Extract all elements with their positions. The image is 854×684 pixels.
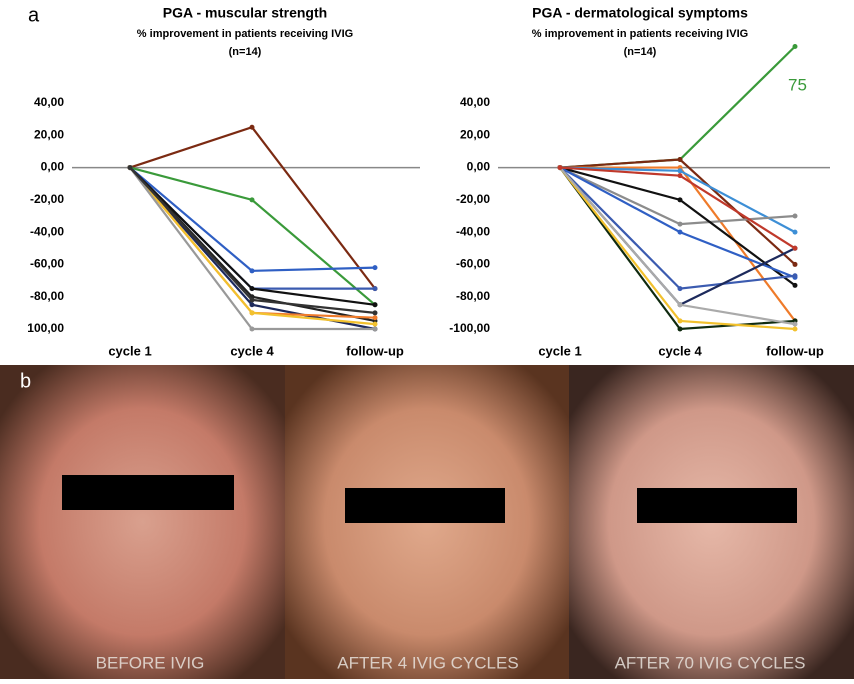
y-tick-label: -40,00 [30, 224, 64, 238]
point [373, 286, 378, 291]
y-tick-label: -80,00 [456, 289, 490, 303]
photos: b BEFORE IVIG AFTER 4 IVIG CYCLES AFTER … [0, 365, 854, 679]
point [678, 327, 683, 332]
x-tick-label: cycle 4 [230, 343, 274, 358]
panel-label: b [20, 370, 31, 392]
photo [0, 365, 285, 679]
y-tick-label: 0,00 [41, 160, 65, 174]
point [373, 310, 378, 315]
photo-caption: AFTER 4 IVIG CYCLES [337, 653, 518, 672]
point [250, 310, 255, 315]
eye-bar [637, 488, 797, 523]
y-tick-label: -40,00 [456, 224, 490, 238]
point [793, 262, 798, 267]
point [373, 302, 378, 307]
point [678, 222, 683, 227]
y-tick-label: -20,00 [456, 192, 490, 206]
point [373, 322, 378, 327]
point [678, 168, 683, 173]
point [250, 327, 255, 332]
y-tick-label: -60,00 [30, 257, 64, 271]
point [793, 214, 798, 219]
figure: a PGA - muscular strength % improvement … [0, 0, 854, 679]
y-tick-label: 20,00 [34, 127, 64, 141]
point [793, 273, 798, 278]
x-tick-label: cycle 1 [538, 343, 581, 358]
point [678, 230, 683, 235]
photo-caption: AFTER 70 IVIG CYCLES [615, 653, 806, 672]
point [250, 197, 255, 202]
y-tick-label: 20,00 [460, 127, 490, 141]
photo-caption: BEFORE IVIG [96, 653, 205, 672]
point [678, 173, 683, 178]
panel-label: a [28, 4, 40, 26]
x-tick-label: follow-up [766, 343, 824, 358]
point [250, 125, 255, 130]
y-tick-label: 0,00 [467, 160, 491, 174]
point [678, 302, 683, 307]
point [793, 44, 798, 49]
chart-note: (n=14) [624, 46, 657, 58]
chart-subtitle: % improvement in patients receiving IVIG [532, 28, 748, 40]
point [250, 302, 255, 307]
chart-title: PGA - muscular strength [163, 5, 327, 21]
point [678, 197, 683, 202]
point [373, 315, 378, 320]
y-tick-label: -80,00 [30, 289, 64, 303]
y-tick-label: 100,00 [27, 321, 64, 335]
point [250, 286, 255, 291]
chart-title: PGA - dermatological symptoms [532, 5, 748, 21]
eye-bar [345, 488, 505, 523]
page: {"figure": {"panel_labels": ["a", "b"], … [0, 0, 854, 679]
point [558, 165, 563, 170]
y-tick-label: -60,00 [456, 257, 490, 271]
y-tick-label: 40,00 [34, 95, 64, 109]
point [678, 157, 683, 162]
chart-subtitle: % improvement in patients receiving IVIG [137, 28, 353, 40]
point [793, 246, 798, 251]
x-tick-label: follow-up [346, 343, 404, 358]
point [128, 165, 133, 170]
point [678, 286, 683, 291]
point [793, 327, 798, 332]
chart-note: (n=14) [229, 46, 262, 58]
point [678, 318, 683, 323]
eye-bar [62, 475, 234, 510]
x-tick-label: cycle 4 [658, 343, 702, 358]
point [373, 327, 378, 332]
point [250, 297, 255, 302]
point [793, 283, 798, 288]
y-tick-label: 40,00 [460, 95, 490, 109]
y-tick-label: -20,00 [30, 192, 64, 206]
chart-panel [0, 0, 854, 365]
point [373, 265, 378, 270]
annotation: 75 [788, 75, 807, 94]
point [793, 322, 798, 327]
point [793, 230, 798, 235]
point [250, 268, 255, 273]
x-tick-label: cycle 1 [108, 343, 151, 358]
y-tick-label: -100,00 [449, 321, 490, 335]
